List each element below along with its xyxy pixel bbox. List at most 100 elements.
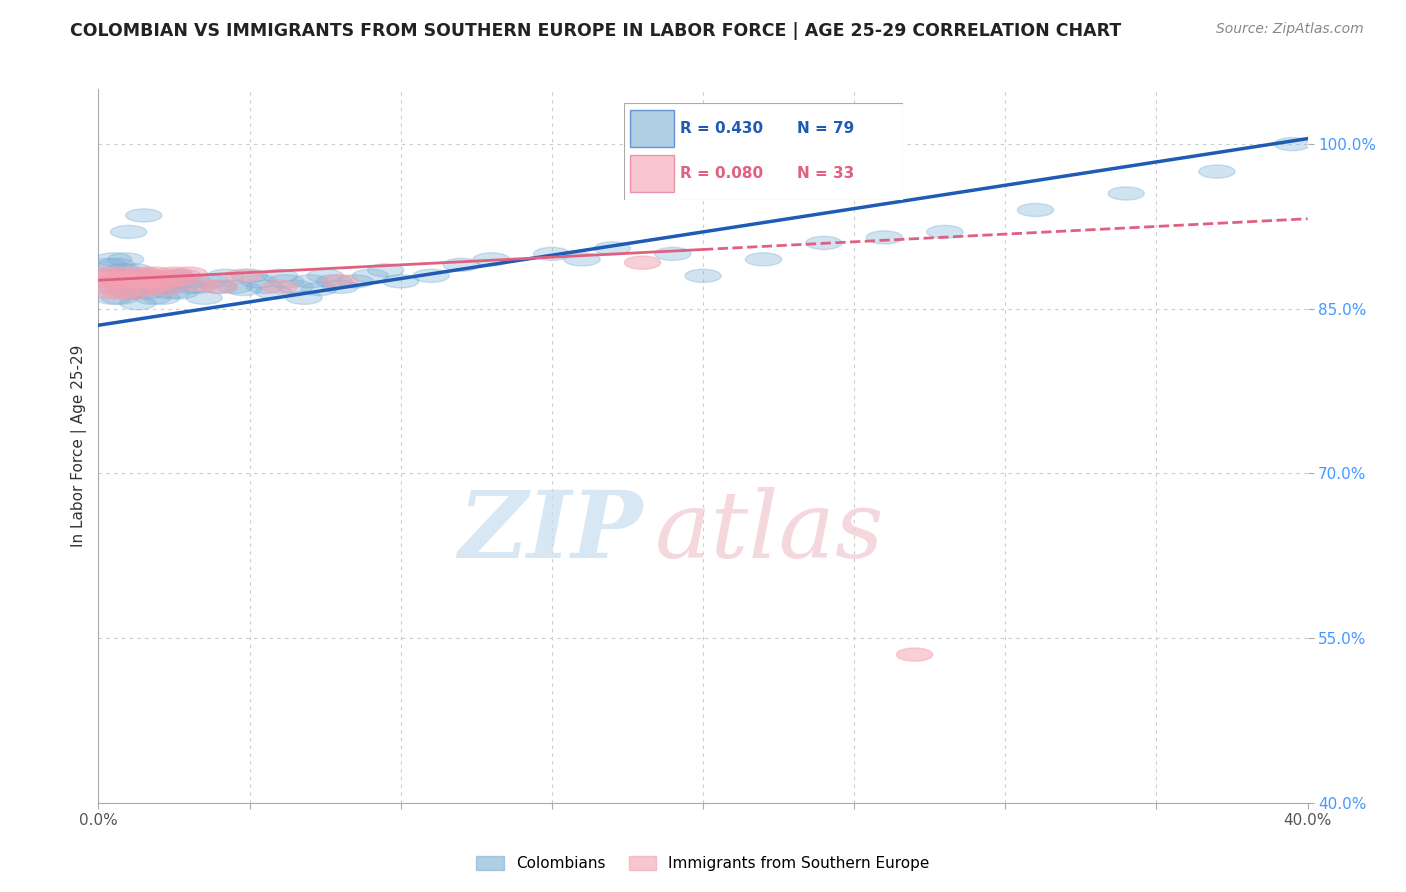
Circle shape xyxy=(165,269,201,283)
Circle shape xyxy=(256,285,292,299)
Circle shape xyxy=(232,269,267,283)
Circle shape xyxy=(138,275,174,288)
Circle shape xyxy=(141,278,177,291)
Circle shape xyxy=(225,283,262,295)
Circle shape xyxy=(111,285,146,299)
Circle shape xyxy=(316,275,353,288)
Circle shape xyxy=(135,269,172,283)
Circle shape xyxy=(337,275,374,288)
Circle shape xyxy=(1199,165,1234,178)
Circle shape xyxy=(90,259,125,271)
Circle shape xyxy=(104,280,141,293)
Circle shape xyxy=(111,226,146,238)
Circle shape xyxy=(98,280,135,293)
Circle shape xyxy=(146,280,183,293)
Circle shape xyxy=(217,280,253,293)
Circle shape xyxy=(285,291,322,304)
Circle shape xyxy=(143,291,180,304)
Circle shape xyxy=(101,291,138,304)
Circle shape xyxy=(624,256,661,269)
Circle shape xyxy=(114,280,150,293)
Circle shape xyxy=(225,269,262,283)
Circle shape xyxy=(292,275,328,288)
Circle shape xyxy=(150,275,186,288)
Circle shape xyxy=(207,269,243,283)
Circle shape xyxy=(153,285,190,299)
Circle shape xyxy=(201,280,238,293)
Circle shape xyxy=(367,264,404,277)
Circle shape xyxy=(353,269,388,283)
Circle shape xyxy=(86,269,122,283)
Circle shape xyxy=(382,275,419,288)
Circle shape xyxy=(122,269,159,283)
Circle shape xyxy=(114,271,150,285)
Circle shape xyxy=(98,259,135,271)
Circle shape xyxy=(143,271,180,285)
Circle shape xyxy=(117,285,153,299)
Circle shape xyxy=(96,252,132,266)
Text: ZIP: ZIP xyxy=(458,487,643,576)
Circle shape xyxy=(86,280,122,293)
Circle shape xyxy=(240,275,277,288)
Circle shape xyxy=(277,280,314,293)
Circle shape xyxy=(1274,137,1310,151)
Circle shape xyxy=(1018,203,1053,217)
Circle shape xyxy=(745,252,782,266)
Circle shape xyxy=(322,280,359,293)
Circle shape xyxy=(98,267,135,280)
Circle shape xyxy=(474,252,509,266)
Y-axis label: In Labor Force | Age 25-29: In Labor Force | Age 25-29 xyxy=(72,345,87,547)
Legend: Colombians, Immigrants from Southern Europe: Colombians, Immigrants from Southern Eur… xyxy=(470,850,936,877)
Circle shape xyxy=(180,278,217,291)
Circle shape xyxy=(120,280,156,293)
Circle shape xyxy=(141,280,177,293)
Circle shape xyxy=(120,275,156,288)
Circle shape xyxy=(107,252,143,266)
Circle shape xyxy=(146,283,183,295)
Circle shape xyxy=(866,231,903,244)
Circle shape xyxy=(413,269,449,283)
Circle shape xyxy=(117,285,153,299)
Circle shape xyxy=(125,275,162,288)
Circle shape xyxy=(96,275,132,288)
Circle shape xyxy=(138,267,174,280)
Circle shape xyxy=(307,269,343,283)
Circle shape xyxy=(322,275,359,288)
Circle shape xyxy=(159,275,195,288)
Circle shape xyxy=(96,291,132,304)
Circle shape xyxy=(186,291,222,304)
Circle shape xyxy=(246,280,283,293)
Circle shape xyxy=(132,275,167,288)
Circle shape xyxy=(125,209,162,222)
Circle shape xyxy=(129,283,165,295)
Text: COLOMBIAN VS IMMIGRANTS FROM SOUTHERN EUROPE IN LABOR FORCE | AGE 25-29 CORRELAT: COLOMBIAN VS IMMIGRANTS FROM SOUTHERN EU… xyxy=(70,22,1122,40)
Circle shape xyxy=(174,275,211,288)
Circle shape xyxy=(180,280,217,293)
Circle shape xyxy=(90,271,125,285)
Circle shape xyxy=(125,267,162,280)
Circle shape xyxy=(172,280,207,293)
Circle shape xyxy=(129,285,165,299)
Circle shape xyxy=(83,267,120,280)
Circle shape xyxy=(111,269,146,283)
Circle shape xyxy=(162,271,198,285)
Circle shape xyxy=(927,226,963,238)
Circle shape xyxy=(162,285,198,299)
Circle shape xyxy=(201,280,238,293)
Circle shape xyxy=(93,280,129,293)
Circle shape xyxy=(107,275,143,288)
Circle shape xyxy=(93,285,129,299)
Circle shape xyxy=(156,269,193,283)
Circle shape xyxy=(125,280,162,293)
Circle shape xyxy=(122,271,159,285)
Circle shape xyxy=(132,269,167,283)
Circle shape xyxy=(1108,187,1144,200)
Circle shape xyxy=(172,267,207,280)
Circle shape xyxy=(104,285,141,299)
Circle shape xyxy=(301,283,337,295)
Circle shape xyxy=(595,242,630,255)
Circle shape xyxy=(135,291,172,304)
Circle shape xyxy=(655,247,690,260)
Text: Source: ZipAtlas.com: Source: ZipAtlas.com xyxy=(1216,22,1364,37)
Circle shape xyxy=(111,267,146,280)
